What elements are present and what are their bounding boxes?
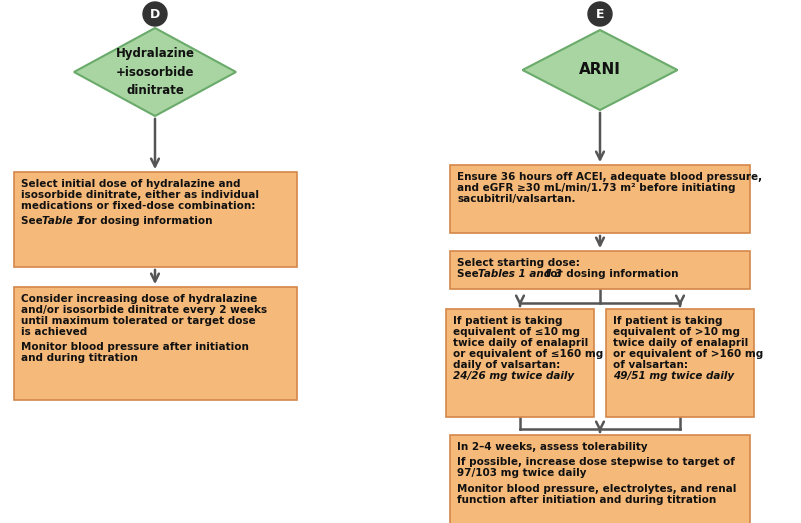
- Text: If possible, increase dose stepwise to target of: If possible, increase dose stepwise to t…: [457, 458, 735, 468]
- FancyBboxPatch shape: [446, 309, 594, 417]
- Text: Monitor blood pressure, electrolytes, and renal: Monitor blood pressure, electrolytes, an…: [457, 484, 736, 494]
- Text: See: See: [457, 269, 482, 279]
- Text: or equivalent of ≤160 mg: or equivalent of ≤160 mg: [453, 349, 603, 359]
- Text: sacubitril/valsartan.: sacubitril/valsartan.: [457, 194, 575, 204]
- Text: daily of valsartan:: daily of valsartan:: [453, 360, 560, 370]
- Circle shape: [143, 2, 167, 26]
- Text: 24/26 mg twice daily: 24/26 mg twice daily: [453, 371, 574, 381]
- Text: Table 1: Table 1: [42, 217, 83, 226]
- Text: is achieved: is achieved: [21, 327, 87, 337]
- FancyBboxPatch shape: [450, 251, 750, 289]
- Text: 97/103 mg twice daily: 97/103 mg twice daily: [457, 469, 586, 479]
- Text: for dosing information: for dosing information: [542, 269, 678, 279]
- Text: until maximum tolerated or target dose: until maximum tolerated or target dose: [21, 316, 256, 326]
- Text: If patient is taking: If patient is taking: [453, 316, 562, 326]
- Text: function after initiation and during titration: function after initiation and during tit…: [457, 495, 716, 505]
- Text: and eGFR ≥30 mL/min/1.73 m² before initiating: and eGFR ≥30 mL/min/1.73 m² before initi…: [457, 183, 735, 193]
- Text: twice daily of enalapril: twice daily of enalapril: [613, 338, 748, 348]
- Text: and/or isosorbide dinitrate every 2 weeks: and/or isosorbide dinitrate every 2 week…: [21, 305, 267, 315]
- Polygon shape: [522, 30, 678, 110]
- Text: Consider increasing dose of hydralazine: Consider increasing dose of hydralazine: [21, 294, 257, 304]
- Text: ARNI: ARNI: [579, 63, 621, 77]
- FancyBboxPatch shape: [606, 309, 754, 417]
- Text: 49/51 mg twice daily: 49/51 mg twice daily: [613, 371, 735, 381]
- Text: In 2–4 weeks, assess tolerability: In 2–4 weeks, assess tolerability: [457, 442, 648, 452]
- Text: Monitor blood pressure after initiation: Monitor blood pressure after initiation: [21, 343, 249, 353]
- Text: Tables 1 and 3: Tables 1 and 3: [478, 269, 562, 279]
- Text: Ensure 36 hours off ACEI, adequate blood pressure,: Ensure 36 hours off ACEI, adequate blood…: [457, 172, 762, 182]
- Text: See: See: [21, 217, 46, 226]
- Text: isosorbide dinitrate, either as individual: isosorbide dinitrate, either as individu…: [21, 190, 259, 200]
- Text: D: D: [150, 7, 160, 20]
- Text: equivalent of >10 mg: equivalent of >10 mg: [613, 327, 740, 337]
- Text: If patient is taking: If patient is taking: [613, 316, 723, 326]
- FancyBboxPatch shape: [450, 435, 750, 523]
- FancyBboxPatch shape: [450, 165, 750, 233]
- Text: and during titration: and during titration: [21, 354, 138, 363]
- Circle shape: [588, 2, 612, 26]
- Text: or equivalent of >160 mg: or equivalent of >160 mg: [613, 349, 763, 359]
- Text: Select starting dose:: Select starting dose:: [457, 258, 580, 268]
- Text: medications or fixed-dose combination:: medications or fixed-dose combination:: [21, 201, 256, 211]
- Text: of valsartan:: of valsartan:: [613, 360, 688, 370]
- FancyBboxPatch shape: [14, 287, 297, 400]
- Text: equivalent of ≤10 mg: equivalent of ≤10 mg: [453, 327, 580, 337]
- Text: twice daily of enalapril: twice daily of enalapril: [453, 338, 588, 348]
- Text: for dosing information: for dosing information: [76, 217, 212, 226]
- Text: Hydralazine
+isosorbide
dinitrate: Hydralazine +isosorbide dinitrate: [115, 48, 195, 97]
- FancyBboxPatch shape: [14, 172, 297, 267]
- Text: Select initial dose of hydralazine and: Select initial dose of hydralazine and: [21, 179, 240, 189]
- Text: E: E: [596, 7, 604, 20]
- Polygon shape: [74, 28, 236, 116]
